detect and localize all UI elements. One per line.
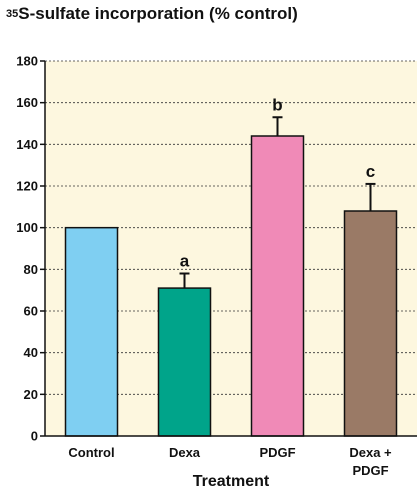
chart-title: 35S-sulfate incorporation (% control) (6, 4, 298, 24)
y-tick-label: 0 (31, 429, 38, 444)
y-axis-ticks: 0 20 40 60 80 100 120 140 160 180 (16, 54, 45, 444)
bar (250, 135, 305, 437)
y-tick-label: 180 (16, 54, 38, 69)
y-tick-label: 120 (16, 179, 38, 194)
bar (343, 210, 398, 437)
title-text: S-sulfate incorporation (% control) (18, 4, 298, 23)
category-label: Control (68, 445, 114, 460)
bar (64, 226, 119, 437)
significance-label: b (272, 95, 282, 114)
title-superscript: 35 (6, 8, 19, 20)
category-label: PDGF (352, 463, 388, 478)
y-tick-label: 160 (16, 95, 38, 110)
y-tick-label: 20 (24, 387, 38, 402)
y-tick-label: 80 (24, 262, 38, 277)
significance-labels: a b c (180, 95, 375, 270)
error-bars (179, 116, 376, 289)
category-label: PDGF (259, 445, 295, 460)
bar (157, 287, 212, 437)
y-tick-label: 60 (24, 304, 38, 319)
x-axis-label: Treatment (193, 473, 270, 490)
y-tick-label: 40 (24, 345, 38, 360)
significance-label: c (366, 162, 375, 181)
category-label: Dexa + (349, 445, 392, 460)
category-label: Dexa (169, 445, 201, 460)
significance-label: a (180, 252, 190, 271)
category-labels: Control Dexa PDGF Dexa + PDGF (68, 445, 392, 478)
y-tick-label: 100 (16, 220, 38, 235)
y-tick-label: 140 (16, 137, 38, 152)
